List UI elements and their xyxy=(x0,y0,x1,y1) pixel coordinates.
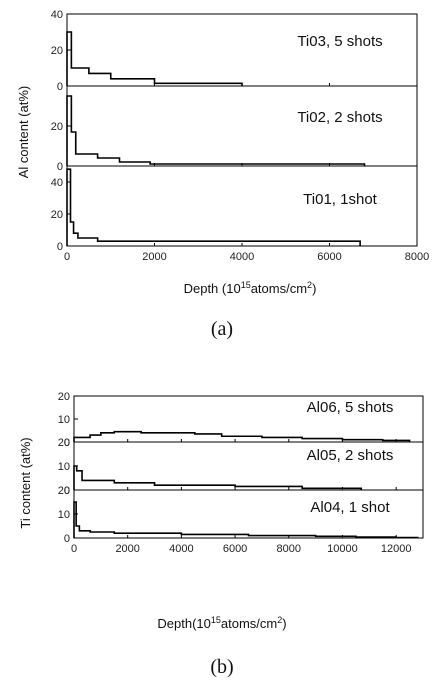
y-tick-label: 20 xyxy=(58,391,70,403)
figure-a-panel-1-label: Ti03, 5 shots xyxy=(297,33,382,50)
figure-a-panel-1-frame xyxy=(66,13,418,87)
figure-a-xlabel-exponent: 15 xyxy=(241,280,251,290)
figure-b-panel-2: 0 10 20 Al05, 2 shots xyxy=(58,437,424,497)
figure-a-xlabel-unit: atoms/cm xyxy=(251,281,307,296)
figure-a-panel-3: 0 20 40 Ti01, 1shot xyxy=(51,165,418,253)
figure-b-xlabel-base: Depth(10 xyxy=(157,616,210,631)
figure-b-ylabel: Ti content (at%) xyxy=(18,437,33,528)
x-tick-label: 6000 xyxy=(317,251,341,263)
y-tick-label: 0 xyxy=(57,161,63,173)
y-tick-label: 10 xyxy=(58,414,70,426)
figure-a-xlabel-base: Depth (10 xyxy=(184,281,241,296)
figure-a-caption: (a) xyxy=(211,318,233,340)
x-tick-label: 6000 xyxy=(223,543,247,555)
figure-a-ylabel: Al content (at%) xyxy=(16,86,31,179)
y-tick-label: 20 xyxy=(58,485,70,497)
figure-b-panel-3: 0 10 20 Al04, 1 shot xyxy=(58,485,424,545)
y-tick-label: 40 xyxy=(51,9,63,21)
y-tick-label: 0 xyxy=(64,533,70,545)
figure-b-panel-3-step-line xyxy=(73,501,419,539)
figure-a-panel-2-label: Ti02, 2 shots xyxy=(297,109,382,126)
figure-b-xlabel-exponent: 15 xyxy=(211,615,221,625)
figure-a: Al content (at%) Depth (1015atoms/cm2) (… xyxy=(16,9,429,340)
figure-a-panel-3-step-line xyxy=(66,168,361,246)
figure-a-xlabel-exponent2: 2 xyxy=(307,280,312,290)
figure-a-panel-3-label: Ti01, 1shot xyxy=(303,191,377,208)
x-tick-label: 12000 xyxy=(381,543,412,555)
x-tick-label: 0 xyxy=(71,543,77,555)
figure-b-panel-1-step-line xyxy=(73,430,411,442)
figure-b-xlabel-close: ) xyxy=(282,616,286,631)
figure-a-panel-2-frame xyxy=(66,85,418,167)
figure-a-xlabel-close: ) xyxy=(312,281,316,296)
figure-b-panel-1: 0 10 20 Al06, 5 shots xyxy=(58,391,424,449)
y-tick-label: 20 xyxy=(51,45,63,57)
figure-a-panel-1-step-line xyxy=(66,31,243,86)
figure-b: Ti content (at%) Depth(1015atoms/cm2) (b… xyxy=(18,391,424,678)
y-tick-label: 10 xyxy=(58,461,70,473)
x-tick-label: 8000 xyxy=(277,543,301,555)
figure-a-panel-2: 0 20 Ti02, 2 shots xyxy=(51,85,418,173)
y-tick-label: 10 xyxy=(58,509,70,521)
figure-a-xlabel: Depth (1015atoms/cm2) xyxy=(184,280,317,296)
x-tick-label: 4000 xyxy=(230,251,254,263)
figure-b-panel-1-label: Al06, 5 shots xyxy=(307,399,394,416)
figure-b-xlabel: Depth(1015atoms/cm2) xyxy=(157,615,286,631)
y-tick-label: 20 xyxy=(51,209,63,221)
figure-a-panel-2-step-line xyxy=(66,95,366,166)
x-tick-label: 2000 xyxy=(115,543,139,555)
figure-b-xlabel-unit: atoms/cm xyxy=(221,616,277,631)
x-tick-label: 10000 xyxy=(327,543,358,555)
figure-b-panel-2-step-line xyxy=(73,465,363,490)
x-tick-label: 2000 xyxy=(142,251,166,263)
figure-b-caption: (b) xyxy=(210,656,233,678)
figure-b-xlabel-exponent2: 2 xyxy=(277,615,282,625)
y-tick-label: 20 xyxy=(58,437,70,449)
x-tick-label: 0 xyxy=(64,251,70,263)
y-tick-label: 0 xyxy=(57,81,63,93)
x-tick-label: 4000 xyxy=(169,543,193,555)
figure-b-panel-2-label: Al05, 2 shots xyxy=(307,447,394,464)
y-tick-label: 0 xyxy=(57,241,63,253)
y-tick-label: 40 xyxy=(51,177,63,189)
figure-a-panel-1: 0 20 40 Ti03, 5 shots xyxy=(51,9,418,93)
y-tick-label: 0 xyxy=(64,437,70,449)
y-tick-label: 20 xyxy=(51,121,63,133)
x-tick-label: 8000 xyxy=(405,251,429,263)
y-tick-label: 0 xyxy=(64,485,70,497)
figure-b-panel-3-label: Al04, 1 shot xyxy=(310,499,390,516)
